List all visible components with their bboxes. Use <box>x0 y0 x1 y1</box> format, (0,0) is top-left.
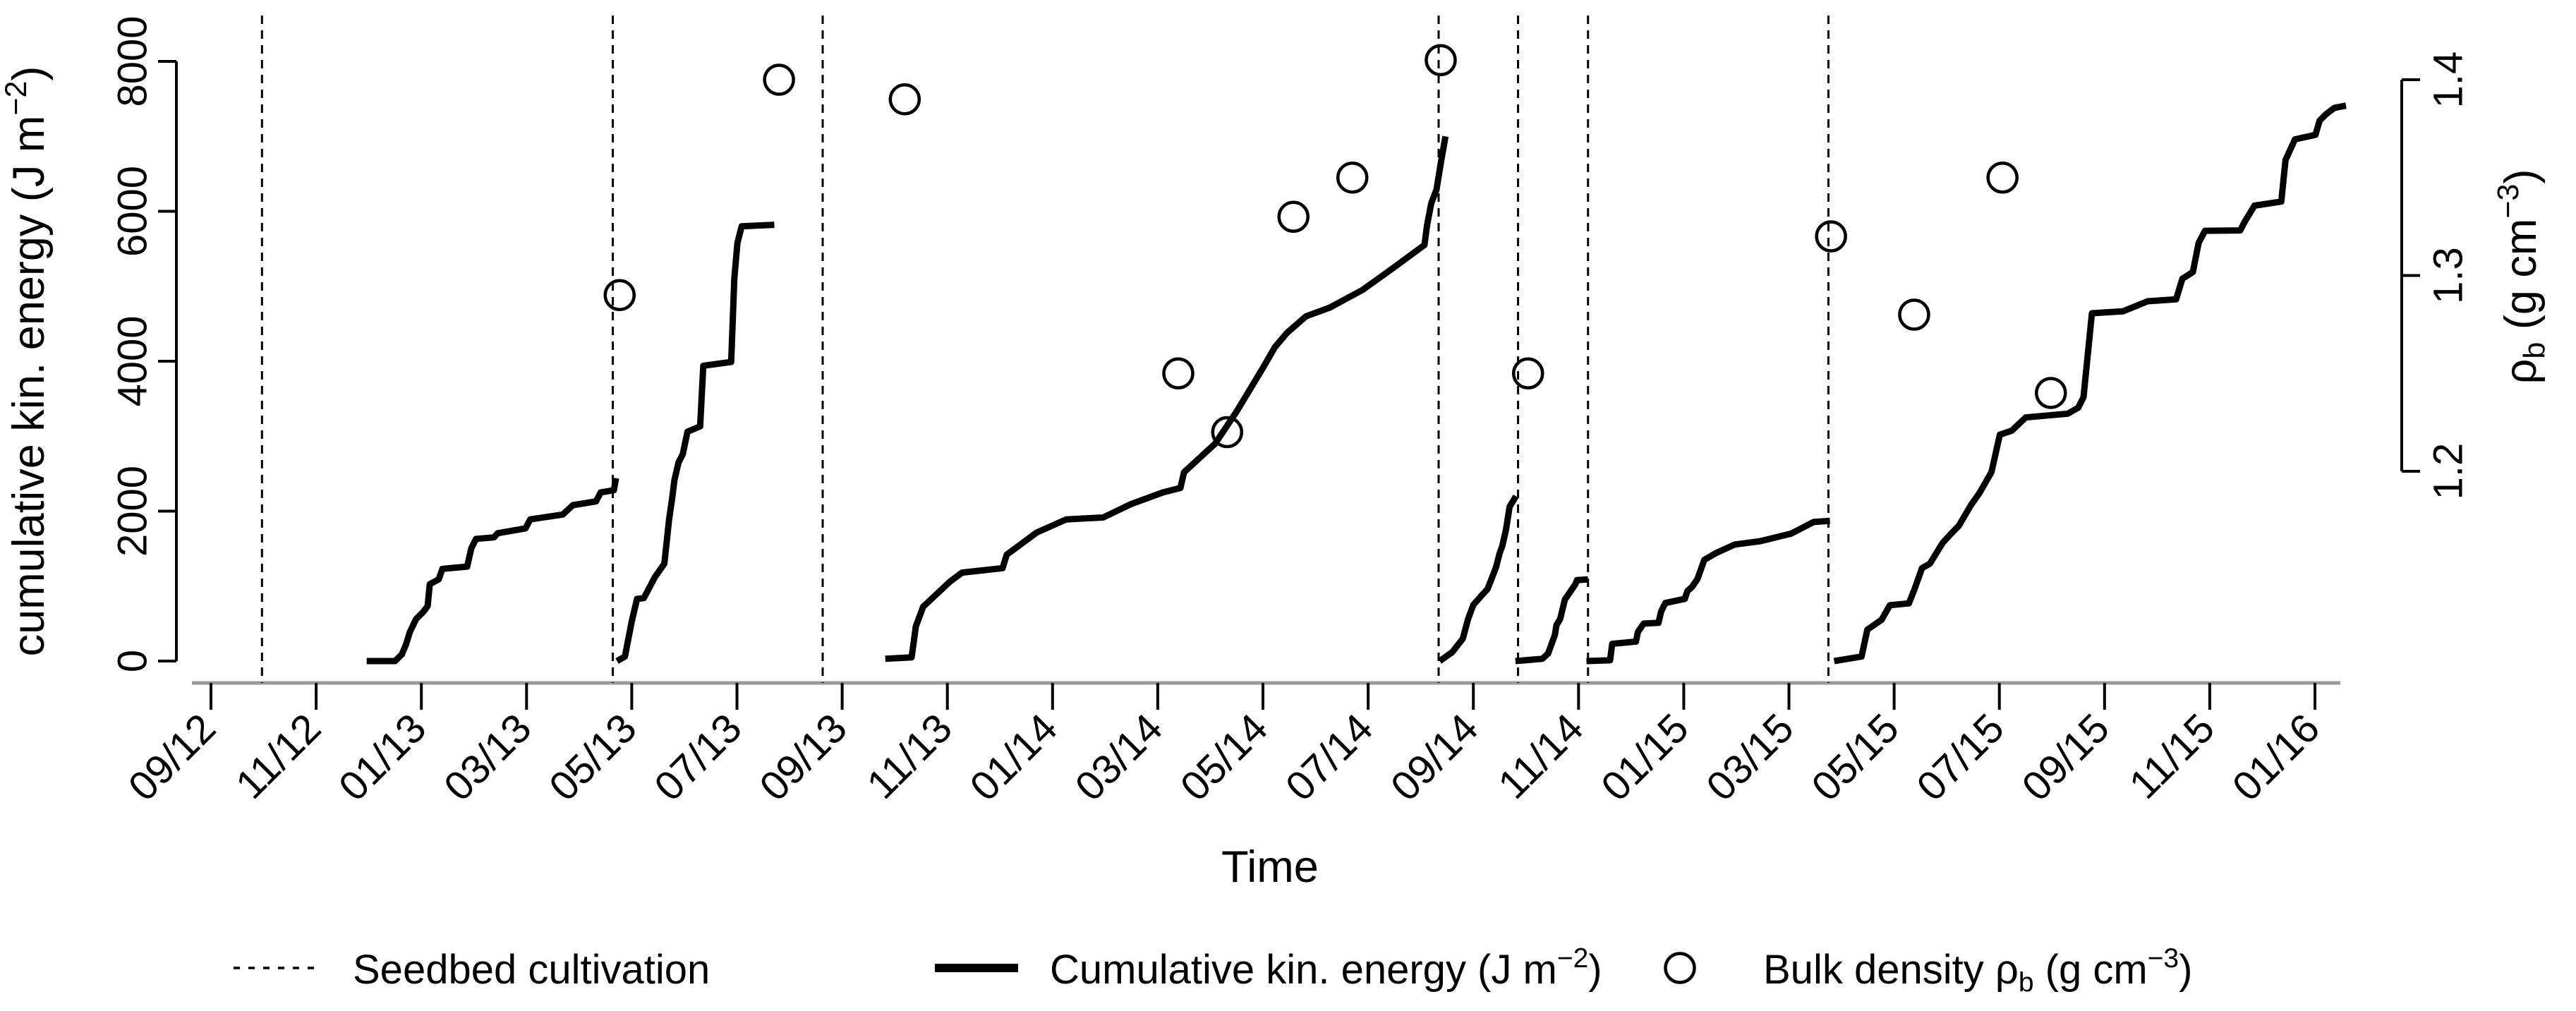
x-axis-tick-label: 09/12 <box>120 705 225 810</box>
legend-item-seedbed-cultivation: Seedbed cultivation <box>234 947 710 993</box>
energy-curve-segment <box>366 478 619 665</box>
x-axis-tick-label: 07/13 <box>646 705 751 810</box>
energy-curve-segment <box>1833 102 2347 665</box>
energy-curve-segment <box>1586 517 1830 665</box>
x-axis-tick-label: 03/15 <box>1698 705 1803 810</box>
energy-curve-segment <box>1515 576 1589 665</box>
y-right-tick-label: 1.2 <box>2425 443 2471 500</box>
bulk-density-point <box>763 63 795 96</box>
legend: Seedbed cultivation Cumulative kin. energ… <box>234 943 2192 998</box>
bulk-density-point <box>603 279 636 311</box>
y-left-tick-label: 0 <box>109 650 155 672</box>
y-left-axis-title: cumulative kin. energy (J m−2) <box>0 66 54 657</box>
legend-circle-sample <box>1664 952 1696 984</box>
legend-label-bulk-density: Bulk density ρb (g cm−3) <box>1763 943 2192 998</box>
legend-label-seedbed-cultivation: Seedbed cultivation <box>353 947 710 993</box>
energy-curve-segment <box>615 222 775 664</box>
y-right-axis-title: ρb (g cm−3) <box>2491 169 2552 385</box>
x-axis-tick-label: 01/15 <box>1592 705 1698 810</box>
x-axis-tick-label: 05/15 <box>1803 705 1908 810</box>
bulk-density-point <box>1211 416 1244 449</box>
y-left-tick-label: 4000 <box>109 315 155 406</box>
cultivation-lines <box>260 16 1830 683</box>
y-left-tick-label: 2000 <box>109 466 155 557</box>
bulk-density-point <box>2035 377 2067 409</box>
x-axis-tick-label: 09/13 <box>751 705 856 810</box>
y-left-tick-label: 8000 <box>109 16 155 107</box>
bulk-density-points <box>603 44 2067 449</box>
x-axis-tick-label: 11/12 <box>227 705 330 808</box>
y-right-tick-label: 1.3 <box>2425 247 2471 304</box>
x-axis-tick-label: 09/15 <box>2013 705 2118 810</box>
x-axis-tick-label: 01/13 <box>330 705 435 810</box>
bulk-density-point <box>1162 357 1195 389</box>
x-axis-title: Time <box>1221 842 1319 892</box>
x-axis-tick-label: 03/14 <box>1066 705 1171 810</box>
bulk-density-point <box>888 83 921 116</box>
x-axis-tick-label: 01/16 <box>2224 705 2329 810</box>
x-axis-tick-label: 11/15 <box>2121 705 2224 808</box>
x-axis: 09/12 11/12 01/13 03/13 05/13 07/13 09/13 11/13… <box>120 681 2340 892</box>
x-axis-tick-label: 05/13 <box>540 705 646 810</box>
bulk-density-point <box>1815 220 1847 253</box>
x-axis-tick-label: 07/14 <box>1277 705 1382 810</box>
x-axis-tick-label: 11/13 <box>858 705 961 808</box>
x-axis-tick-label: 03/13 <box>435 705 540 810</box>
energy-curve-segment <box>885 135 1449 662</box>
y-axis-left: 0 2000 4000 6000 8000 cumulative kin. energy … <box>0 16 178 672</box>
cumulative-energy-series <box>366 102 2347 665</box>
x-axis-tick-label: 09/14 <box>1382 705 1487 810</box>
y-left-tick-label: 6000 <box>109 166 155 257</box>
bulk-density-point <box>1511 357 1544 389</box>
y-axis-right: 1.2 1.3 1.4 ρb (g cm−3) <box>2400 52 2552 500</box>
legend-item-bulk-density: Bulk density ρb (g cm−3) <box>1664 943 2192 998</box>
bulk-density-point <box>1986 162 2019 194</box>
x-axis-tick-label: 05/14 <box>1172 705 1277 810</box>
x-axis-tick-label: 11/14 <box>1489 705 1592 808</box>
legend-item-cumulative-energy: Cumulative kin. energy (J m−2) <box>935 943 1602 993</box>
bulk-density-point <box>1425 44 1457 76</box>
legend-label-cumulative-energy: Cumulative kin. energy (J m−2) <box>1050 943 1602 993</box>
energy-curve-segment <box>1437 494 1519 664</box>
bulk-density-point <box>1336 162 1369 194</box>
x-axis-tick-label: 01/14 <box>961 705 1066 810</box>
bulk-density-point <box>1277 200 1310 233</box>
y-right-tick-label: 1.4 <box>2425 52 2471 109</box>
x-axis-tick-label: 07/15 <box>1908 705 2013 810</box>
bulk-density-point <box>1898 298 1930 331</box>
